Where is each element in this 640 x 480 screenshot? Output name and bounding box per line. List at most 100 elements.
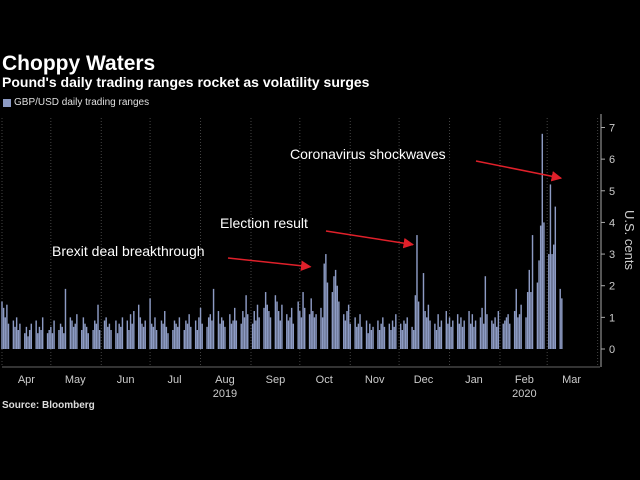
bar	[559, 288, 561, 349]
bar	[413, 330, 415, 349]
bar	[323, 263, 325, 349]
bar	[229, 314, 231, 349]
bar	[460, 317, 462, 349]
bar	[25, 326, 28, 349]
bar	[105, 317, 107, 349]
x-tick-label: Sep	[266, 374, 286, 386]
bar	[338, 301, 340, 349]
bar	[507, 314, 509, 349]
annotation-label: Election result	[220, 215, 308, 231]
bar	[346, 311, 348, 349]
bar	[103, 320, 106, 349]
bar	[28, 330, 31, 349]
bar	[7, 323, 10, 349]
bar	[424, 311, 426, 349]
bar	[393, 326, 395, 349]
bar	[69, 317, 72, 349]
bar	[58, 330, 60, 349]
bar	[258, 317, 260, 349]
bar	[344, 320, 347, 349]
bar	[177, 326, 179, 349]
bar	[417, 301, 420, 349]
bar	[333, 276, 335, 349]
bar	[434, 323, 436, 349]
bar	[142, 326, 145, 349]
bar	[115, 320, 117, 349]
y-tick-label: 3	[609, 249, 615, 261]
bar	[426, 317, 428, 349]
bar	[313, 317, 316, 349]
y-tick-label: 4	[609, 217, 615, 229]
bar	[137, 304, 140, 349]
bar	[129, 314, 132, 349]
bar	[315, 314, 317, 349]
bar	[14, 326, 16, 349]
bar	[74, 323, 76, 349]
bar	[220, 317, 223, 349]
y-tick-label: 0	[609, 344, 615, 356]
bar	[481, 307, 483, 349]
bar	[37, 333, 39, 349]
bar	[162, 323, 164, 349]
bar	[505, 317, 508, 349]
bar	[372, 326, 374, 349]
bar	[133, 311, 135, 349]
bar	[486, 314, 488, 349]
bar	[72, 326, 75, 349]
x-tick-label: Jun	[117, 374, 135, 386]
bar	[17, 330, 19, 349]
bar	[388, 323, 391, 349]
bar	[450, 326, 452, 349]
bar	[209, 314, 212, 349]
bar	[310, 298, 312, 349]
bar	[234, 307, 236, 349]
x-tick-label: Aug	[215, 374, 235, 386]
bar	[46, 333, 49, 349]
bar	[525, 317, 527, 349]
bar	[474, 320, 477, 349]
x-tick-label: Nov	[365, 374, 385, 386]
bar	[336, 285, 338, 349]
bar	[343, 314, 345, 349]
legend: GBP/USD daily trading ranges	[3, 97, 149, 108]
bar	[121, 317, 124, 349]
bar	[357, 323, 360, 349]
bar	[201, 323, 203, 349]
bar	[172, 330, 174, 349]
bar	[164, 311, 166, 349]
bar	[139, 317, 142, 349]
bar	[359, 314, 361, 349]
bar	[551, 254, 553, 349]
bar	[300, 317, 303, 349]
bar	[81, 330, 83, 349]
bar	[548, 254, 550, 349]
y-tick-label: 5	[609, 186, 615, 198]
bar	[1, 301, 3, 349]
bar	[206, 326, 208, 349]
bar	[245, 295, 247, 349]
bar	[274, 295, 277, 349]
bar	[196, 330, 199, 349]
axes: 0 1 2 3 4 5 6 7 U.S. cents Apr May Jun Jul Aug Sep Oct N…	[2, 114, 637, 400]
bar	[98, 330, 101, 349]
bar	[269, 317, 272, 349]
bar	[377, 320, 379, 349]
bar	[347, 304, 350, 349]
bar	[152, 326, 155, 349]
bar	[473, 326, 475, 349]
bar	[437, 314, 439, 349]
bar	[141, 323, 143, 349]
bar	[19, 323, 21, 349]
legend-swatch	[3, 98, 11, 107]
bar	[513, 311, 516, 349]
bar	[15, 317, 18, 349]
y-axis-label: U.S. cents	[622, 210, 637, 270]
chart-title: Choppy Waters	[2, 52, 156, 75]
bar	[528, 269, 530, 349]
y-tick-label: 1	[609, 312, 615, 324]
bar	[468, 311, 470, 349]
bar	[429, 320, 431, 349]
bar	[165, 326, 168, 349]
bar	[380, 323, 382, 349]
bar	[292, 323, 295, 349]
